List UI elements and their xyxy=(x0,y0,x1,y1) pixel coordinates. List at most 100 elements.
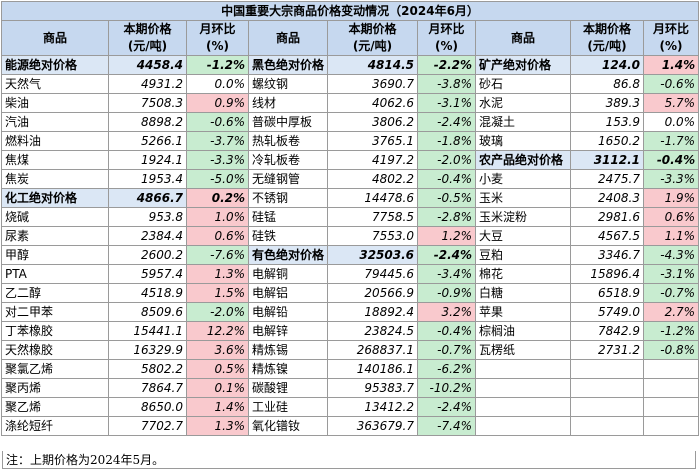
commodity-name: PTA xyxy=(1,264,109,284)
commodity-price-table: 中国重要大宗商品价格变动情况（2024年6月） 商品 本期价格 (元/吨) 月环比… xyxy=(0,1,700,436)
commodity-price: 7864.7 xyxy=(108,378,187,398)
category-name: 能源绝对价格 xyxy=(1,55,109,75)
commodity-price: 15896.4 xyxy=(570,264,644,284)
monthly-change: 3.6% xyxy=(186,340,249,360)
monthly-change: -0.5% xyxy=(417,188,476,208)
commodity-price: 140186.1 xyxy=(327,359,418,379)
commodity-price: 4931.2 xyxy=(108,74,187,94)
commodity-price: 5749.0 xyxy=(570,302,644,322)
header-price: 本期价格 (元/吨) xyxy=(570,20,644,56)
commodity-price: 7702.7 xyxy=(108,416,187,436)
monthly-change: 1.0% xyxy=(186,207,249,227)
commodity-name: 涤纶短纤 xyxy=(1,416,109,436)
monthly-change: 1.3% xyxy=(186,264,249,284)
commodity-price: 124.0 xyxy=(570,55,644,75)
commodity-name: 碳酸锂 xyxy=(248,378,328,398)
commodity-price: 1650.2 xyxy=(570,131,644,151)
monthly-change: -3.4% xyxy=(417,264,476,284)
commodity-name: 螺纹钢 xyxy=(248,74,328,94)
category-name: 化工绝对价格 xyxy=(1,188,109,208)
commodity-price: 389.3 xyxy=(570,93,644,113)
commodity-price: 2384.4 xyxy=(108,226,187,246)
commodity-name: 水泥 xyxy=(475,93,571,113)
header-commodity: 商品 xyxy=(475,20,571,56)
monthly-change: -2.4% xyxy=(417,245,476,265)
monthly-change: 0.0% xyxy=(186,74,249,94)
monthly-change: 0.0% xyxy=(642,112,700,132)
commodity-price: 8650.0 xyxy=(108,397,187,417)
monthly-change: -10.2% xyxy=(417,378,476,398)
table-row: 天然橡胶 16329.9 3.6% 精炼锡 268837.1 -0.7% 瓦楞纸 2731.2… xyxy=(1,340,700,360)
monthly-change: -7.6% xyxy=(186,245,249,265)
commodity-price: 363679.7 xyxy=(327,416,418,436)
table-row: 丁苯橡胶 15441.1 12.2% 电解锌 23824.5 -0.4% 棕榈油 7842.9… xyxy=(1,321,700,341)
commodity-price: 3806.2 xyxy=(327,112,418,132)
monthly-change: 1.3% xyxy=(186,416,249,436)
commodity-name: 精炼镍 xyxy=(248,359,328,379)
commodity-name: 焦炭 xyxy=(1,169,109,189)
monthly-change: 0.5% xyxy=(186,359,249,379)
commodity-price: 6518.9 xyxy=(570,283,644,303)
table-body: 能源绝对价格 4458.4 -1.2% 黑色绝对价格 4814.5 -2.2% 矿产绝对价格… xyxy=(1,55,700,436)
commodity-name: 电解铅 xyxy=(248,302,328,322)
commodity-price: 2600.2 xyxy=(108,245,187,265)
monthly-change: -3.7% xyxy=(186,131,249,151)
commodity-name: 玉米 xyxy=(475,188,571,208)
commodity-price: 4197.2 xyxy=(327,150,418,170)
commodity-name: 燃料油 xyxy=(1,131,109,151)
empty-cell xyxy=(475,416,571,436)
commodity-price: 4458.4 xyxy=(108,55,187,75)
commodity-price: 2981.6 xyxy=(570,207,644,227)
empty-cell xyxy=(570,359,644,379)
footnote: 注：上期价格为2024年5月。 xyxy=(2,451,696,469)
table-row: 聚乙烯 8650.0 1.4% 工业硅 13412.2 -2.4% xyxy=(1,397,700,417)
commodity-name: 乙二醇 xyxy=(1,283,109,303)
commodity-name: 无缝钢管 xyxy=(248,169,328,189)
monthly-change: -3.8% xyxy=(417,74,476,94)
header-change-text: 月环比 (%) xyxy=(199,22,236,53)
commodity-price: 4062.6 xyxy=(327,93,418,113)
commodity-price: 1953.4 xyxy=(108,169,187,189)
commodity-price: 7508.3 xyxy=(108,93,187,113)
table-row: 涤纶短纤 7702.7 1.3% 氧化镨钕 363679.7 -7.4% xyxy=(1,416,700,436)
monthly-change: 1.5% xyxy=(186,283,249,303)
commodity-name: 白糖 xyxy=(475,283,571,303)
monthly-change: -0.7% xyxy=(642,283,700,303)
monthly-change: -0.4% xyxy=(642,150,700,170)
commodity-name: 苹果 xyxy=(475,302,571,322)
commodity-price: 18892.4 xyxy=(327,302,418,322)
monthly-change: -1.2% xyxy=(186,55,249,75)
monthly-change: -0.4% xyxy=(417,321,476,341)
commodity-name: 对二甲苯 xyxy=(1,302,109,322)
table-row: 聚氯乙烯 5802.2 0.5% 精炼镍 140186.1 -6.2% xyxy=(1,359,700,379)
monthly-change: -0.7% xyxy=(417,340,476,360)
table-row: 汽油 8898.2 -0.6% 普碳中厚板 3806.2 -2.4% 混凝土 153.9 0.0… xyxy=(1,112,700,132)
commodity-name: 烧碱 xyxy=(1,207,109,227)
monthly-change: 0.2% xyxy=(186,188,249,208)
commodity-name: 电解铜 xyxy=(248,264,328,284)
commodity-name: 豆粕 xyxy=(475,245,571,265)
commodity-price: 268837.1 xyxy=(327,340,418,360)
commodity-price: 2408.3 xyxy=(570,188,644,208)
commodity-price: 4802.2 xyxy=(327,169,418,189)
monthly-change: 1.1% xyxy=(642,226,700,246)
header-price-text: 本期价格 (元/吨) xyxy=(123,22,172,53)
commodity-name: 热轧板卷 xyxy=(248,131,328,151)
commodity-name: 棕榈油 xyxy=(475,321,571,341)
table-row: 烧碱 953.8 1.0% 硅锰 7758.5 -2.8% 玉米淀粉 2981.6 0.6% xyxy=(1,207,700,227)
monthly-change: -2.8% xyxy=(417,207,476,227)
category-name: 有色绝对价格 xyxy=(248,245,328,265)
column-header-row: 商品 本期价格 (元/吨) 月环比 (%) 商品 本期价格 (元/吨) 月环比 (%) … xyxy=(1,20,700,56)
commodity-price: 3346.7 xyxy=(570,245,644,265)
empty-cell xyxy=(570,378,644,398)
monthly-change: -1.7% xyxy=(642,131,700,151)
monthly-change: -1.2% xyxy=(642,321,700,341)
category-name: 矿产绝对价格 xyxy=(475,55,571,75)
commodity-name: 电解锌 xyxy=(248,321,328,341)
empty-cell xyxy=(642,378,700,398)
header-change-text: 月环比 (%) xyxy=(428,22,465,53)
commodity-name: 聚乙烯 xyxy=(1,397,109,417)
monthly-change: -1.8% xyxy=(417,131,476,151)
monthly-change: -2.4% xyxy=(417,397,476,417)
commodity-name: 棉花 xyxy=(475,264,571,284)
